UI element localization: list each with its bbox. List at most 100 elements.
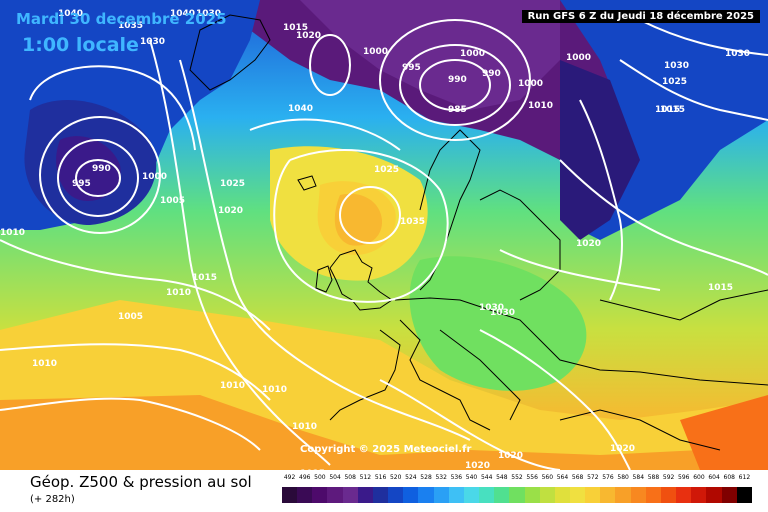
color-swatch xyxy=(539,487,555,503)
isobar-label: 1000 xyxy=(363,47,388,57)
valid-time: 1:00 locale xyxy=(22,34,139,56)
scale-tick-label: 608 xyxy=(723,474,735,481)
color-swatch xyxy=(448,487,464,503)
isobar-label: 1035 xyxy=(400,217,425,227)
isobar-label: 1040 xyxy=(58,9,83,19)
color-swatch xyxy=(418,487,434,503)
scale-tick-label: 560 xyxy=(541,474,554,481)
isobar-label: 1025 xyxy=(374,165,399,175)
scale-tick-label: 572 xyxy=(587,474,599,481)
isobar-label: 1000 xyxy=(518,79,543,89)
scale-tick-label: 556 xyxy=(526,474,538,481)
scale-tick-label: 532 xyxy=(435,474,447,481)
scale-tick-label: 596 xyxy=(678,474,690,481)
color-swatch xyxy=(509,487,525,503)
scale-tick-label: 580 xyxy=(617,474,629,481)
isobar-label: 990 xyxy=(482,69,501,79)
isobar-label: 990 xyxy=(92,164,111,174)
color-swatch xyxy=(433,487,449,503)
color-swatch xyxy=(736,487,752,503)
scale-tick-label: 544 xyxy=(480,474,493,481)
isobar-label: 990 xyxy=(448,75,467,85)
color-swatch xyxy=(388,487,404,503)
scale-tick-label: 576 xyxy=(602,474,614,481)
isobar-label: 1020 xyxy=(610,444,635,454)
color-swatch xyxy=(721,487,737,503)
color-swatch xyxy=(569,487,586,503)
color-swatch xyxy=(554,487,570,503)
color-scale xyxy=(282,487,752,503)
isobar-label: 1030 xyxy=(664,61,689,71)
isobar-label: 1010 xyxy=(262,385,287,395)
isobar-label: 1010 xyxy=(528,101,553,111)
color-swatch xyxy=(342,487,358,503)
isobar-label: 1010 xyxy=(32,359,57,369)
isobar-label: 1015 xyxy=(283,23,308,33)
color-swatch xyxy=(600,487,616,503)
isobar-label: 1015 xyxy=(660,105,685,115)
scale-tick-label: 496 xyxy=(299,474,311,481)
isobar-label: 1020 xyxy=(465,461,490,470)
color-swatch xyxy=(585,487,601,503)
color-swatch xyxy=(403,487,419,503)
scale-tick-label: 512 xyxy=(359,474,372,481)
isobar-label: 1000 xyxy=(142,172,167,182)
color-swatch xyxy=(645,487,661,503)
color-swatch xyxy=(282,487,298,503)
isobar-label: 1030 xyxy=(140,37,165,47)
isobar-label: 1000 xyxy=(460,49,485,59)
isobar-label: 995 xyxy=(402,63,421,73)
isobar-label: 1010 xyxy=(0,228,25,238)
scale-tick-label: 612 xyxy=(738,474,751,481)
isobar-label: 1030 xyxy=(479,303,504,313)
isobar-label: 1030 xyxy=(725,49,750,59)
scale-tick-label: 568 xyxy=(571,474,584,481)
scale-tick-label: 528 xyxy=(420,474,432,481)
isobar-label: 1005 xyxy=(160,196,185,206)
color-swatch xyxy=(327,487,343,503)
isobar-label: 1020 xyxy=(218,206,243,216)
scale-tick-label: 564 xyxy=(556,474,569,481)
isobar-label: 1040 xyxy=(170,9,195,19)
map-title: Géop. Z500 & pression au sol xyxy=(30,473,252,491)
isobar-label: 1040 xyxy=(288,104,313,114)
color-swatch xyxy=(524,487,540,503)
forecast-offset: (+ 282h) xyxy=(30,494,75,505)
isobar-lines xyxy=(0,19,768,470)
run-info: Run GFS 6 Z du Jeudi 18 décembre 2025 xyxy=(521,10,760,23)
scale-tick-label: 584 xyxy=(632,474,645,481)
color-swatch xyxy=(494,487,510,503)
scale-tick-label: 540 xyxy=(465,474,478,481)
isobar-label: 995 xyxy=(72,179,91,189)
scale-tick-label: 500 xyxy=(314,474,326,481)
isobar-label: 1015 xyxy=(655,105,680,115)
isobar-label: 1000 xyxy=(566,53,591,63)
isobar-label: 1025 xyxy=(220,179,245,189)
geopotential-field xyxy=(0,0,768,470)
scale-tick-label: 592 xyxy=(662,474,675,481)
isobar-label: 1020 xyxy=(576,239,601,249)
color-swatch xyxy=(463,487,480,503)
scale-tick-label: 520 xyxy=(389,474,402,481)
scale-tick-label: 588 xyxy=(647,474,660,481)
scale-tick-label: 492 xyxy=(283,474,296,481)
scale-tick-label: 604 xyxy=(708,474,720,481)
legend-bar: Géop. Z500 & pression au sol (+ 282h) 49… xyxy=(0,470,768,512)
isobar-label: 1020 xyxy=(296,31,321,41)
isobar-label: 1010 xyxy=(292,422,317,432)
isobar-label: 1020 xyxy=(498,451,523,461)
color-swatch xyxy=(706,487,722,503)
scale-tick-label: 508 xyxy=(344,474,356,481)
color-swatch xyxy=(372,487,389,503)
isobar-label: 1030 xyxy=(490,308,515,318)
scale-tick-label: 600 xyxy=(693,474,705,481)
color-swatch xyxy=(312,487,328,503)
scale-tick-label: 536 xyxy=(450,474,463,481)
color-swatch xyxy=(297,487,313,503)
scale-tick-label: 524 xyxy=(405,474,417,481)
scale-tick-label: 548 xyxy=(496,474,508,481)
color-swatch xyxy=(479,487,495,503)
